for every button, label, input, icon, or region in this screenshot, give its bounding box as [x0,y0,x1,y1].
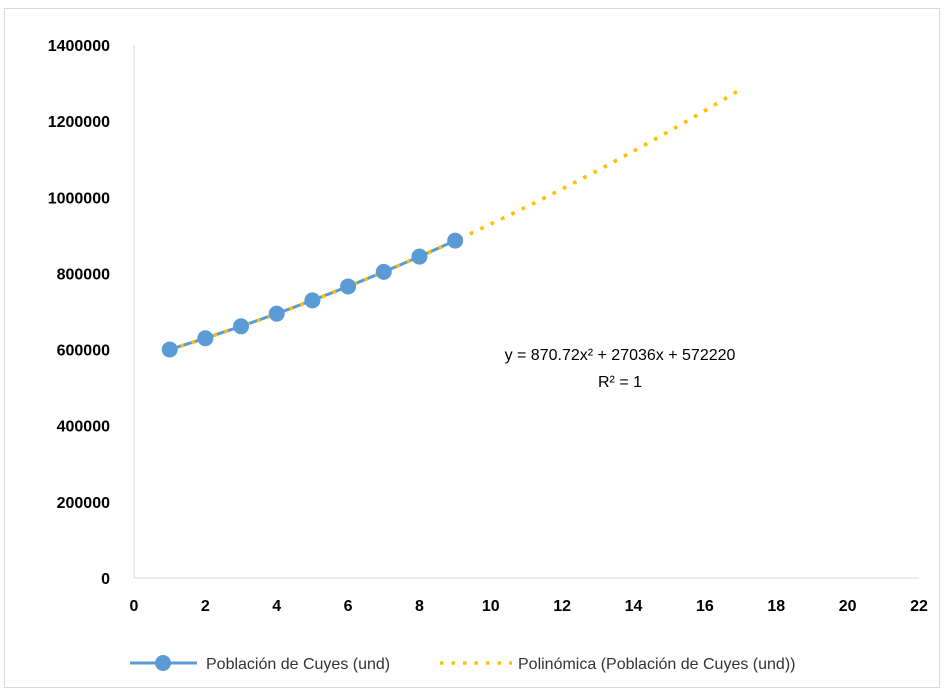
trendline-group [169,87,742,352]
data-point [447,232,464,249]
trendline-overlay [169,87,742,352]
x-tick-label: 10 [482,598,500,615]
data-point [268,305,285,322]
data-series-group [161,87,742,358]
legend-series-label: Población de Cuyes (und) [206,656,390,673]
data-point [197,330,214,347]
y-tick-label: 600000 [57,343,110,360]
x-tick-label: 16 [696,598,714,615]
data-point [161,341,178,358]
data-point [340,278,357,295]
data-point [411,248,428,265]
x-tick-label: 6 [344,598,353,615]
data-point [233,318,250,335]
data-point [375,263,392,280]
x-tick-label: 4 [272,598,281,615]
trendline [169,87,742,352]
y-tick-label: 400000 [57,419,110,436]
x-tick-label: 2 [201,598,210,615]
y-tick-label: 1400000 [48,38,110,55]
trendline-annotation: y = 870.72x² + 27036x + 572220 R² = 1 [505,347,736,391]
x-tick-label: 18 [767,598,785,615]
y-tick-label: 0 [101,571,110,588]
chart-area [4,8,940,688]
x-tick-labels: 0 2 4 6 8 10 12 14 16 18 20 22 [130,598,928,615]
x-tick-label: 14 [625,598,643,615]
x-tick-label: 20 [839,598,857,615]
x-tick-label: 12 [553,598,571,615]
y-tick-label: 200000 [57,495,110,512]
x-tick-label: 22 [910,598,928,615]
trendline-r-squared: R² = 1 [598,374,642,391]
trendline-equation: y = 870.72x² + 27036x + 572220 [505,347,736,364]
y-tick-labels: 0 200000 400000 600000 800000 1000000 1200000 1… [48,38,110,588]
legend: Población de Cuyes (und) Polinómica (Pob… [130,655,795,673]
legend-series-marker [155,655,171,671]
y-tick-label: 800000 [57,266,110,283]
data-point [304,292,321,309]
legend-trendline-label: Polinómica (Población de Cuyes (und)) [518,656,795,673]
y-tick-label: 1000000 [48,190,110,207]
y-tick-label: 1200000 [48,114,110,131]
x-tick-label: 0 [130,598,139,615]
x-tick-label: 8 [415,598,424,615]
